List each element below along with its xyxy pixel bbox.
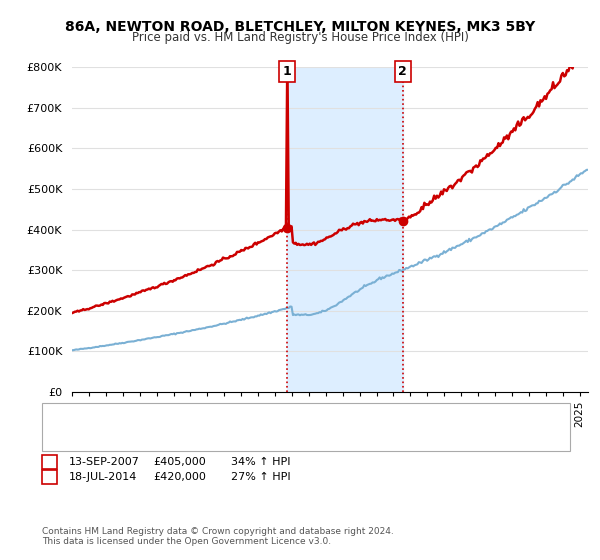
Text: 13-SEP-2007: 13-SEP-2007 bbox=[69, 457, 140, 467]
Text: £420,000: £420,000 bbox=[153, 472, 206, 482]
Text: 2: 2 bbox=[398, 65, 407, 78]
Text: 18-JUL-2014: 18-JUL-2014 bbox=[69, 472, 137, 482]
Text: HPI: Average price, detached house, Milton Keynes: HPI: Average price, detached house, Milt… bbox=[105, 422, 370, 432]
Text: 34% ↑ HPI: 34% ↑ HPI bbox=[231, 457, 290, 467]
Bar bbox=[287, 67, 403, 392]
Text: 86A, NEWTON ROAD, BLETCHLEY, MILTON KEYNES, MK3 5BY: 86A, NEWTON ROAD, BLETCHLEY, MILTON KEYN… bbox=[65, 20, 535, 34]
Text: 1: 1 bbox=[283, 65, 291, 78]
Text: 86A, NEWTON ROAD, BLETCHLEY, MILTON KEYNES, MK3 5BY (detached house): 86A, NEWTON ROAD, BLETCHLEY, MILTON KEYN… bbox=[105, 407, 513, 417]
Text: £405,000: £405,000 bbox=[153, 457, 206, 467]
Text: Price paid vs. HM Land Registry's House Price Index (HPI): Price paid vs. HM Land Registry's House … bbox=[131, 31, 469, 44]
Text: 27% ↑ HPI: 27% ↑ HPI bbox=[231, 472, 290, 482]
Text: 2: 2 bbox=[46, 472, 53, 482]
Text: ─────: ───── bbox=[60, 420, 97, 433]
Text: Contains HM Land Registry data © Crown copyright and database right 2024.
This d: Contains HM Land Registry data © Crown c… bbox=[42, 526, 394, 546]
Text: ─────: ───── bbox=[60, 405, 97, 418]
Text: 1: 1 bbox=[46, 457, 53, 467]
